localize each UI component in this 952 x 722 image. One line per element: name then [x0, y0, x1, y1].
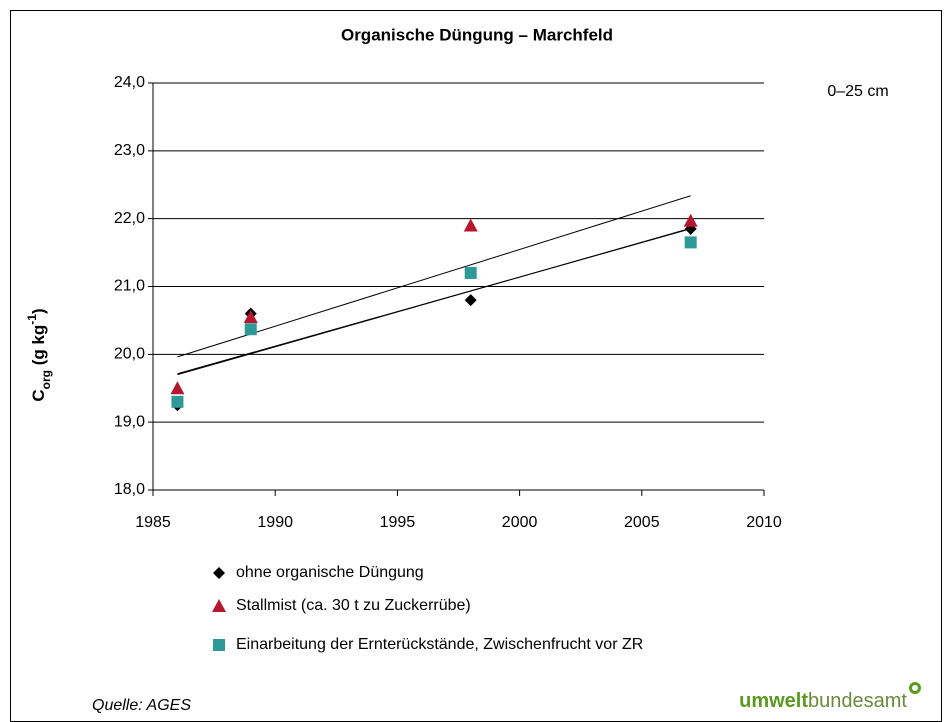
x-tick-label: 1985	[135, 514, 171, 531]
chart-title: Organische Düngung – Marchfeld	[341, 25, 613, 44]
y-label-sub: org	[39, 370, 53, 389]
data-point	[170, 381, 185, 395]
y-tick-label: 18,0	[114, 481, 145, 498]
y-tick-label: 22,0	[114, 210, 145, 227]
y-tick-label: 23,0	[114, 142, 145, 159]
data-point	[463, 218, 478, 232]
logo-bold: umwelt	[739, 690, 808, 712]
y-label-part: C	[29, 389, 48, 401]
logo-icon	[909, 682, 921, 694]
x-tick-label: 1990	[257, 514, 293, 531]
data-point	[684, 236, 697, 249]
data-point	[243, 310, 258, 324]
data-point	[171, 395, 184, 408]
chart-border	[10, 10, 942, 722]
trend-line	[177, 228, 691, 375]
logo-regular: bundesamt	[808, 690, 907, 712]
y-tick-label: 24,0	[114, 74, 145, 91]
x-tick-label: 2010	[746, 514, 782, 531]
data-point	[244, 323, 257, 336]
y-tick-label: 21,0	[114, 278, 145, 295]
trend-line	[177, 195, 691, 358]
annotation: 0–25 cm	[827, 83, 888, 100]
x-tick-label: 2000	[502, 514, 538, 531]
y-label-sup: -1	[25, 314, 39, 325]
legend-marker	[212, 599, 226, 612]
y-tick-label: 20,0	[114, 346, 145, 363]
x-tick-label: 2005	[624, 514, 660, 531]
legend-label: Stallmist (ca. 30 t zu Zuckerrübe)	[236, 597, 471, 614]
y-label-part: )	[29, 308, 48, 314]
source-note: Quelle: AGES	[92, 697, 191, 714]
legend-marker	[213, 639, 225, 651]
y-label-part: (g kg	[29, 325, 48, 370]
logo: umweltbundesamt	[739, 690, 907, 712]
y-tick-label: 19,0	[114, 413, 145, 430]
data-point	[464, 294, 477, 307]
legend-label: Einarbeitung der Ernterückstände, Zwisch…	[236, 636, 643, 653]
data-point	[683, 213, 698, 227]
data-point	[464, 266, 477, 279]
x-tick-label: 1995	[380, 514, 416, 531]
legend-label: ohne organische Düngung	[236, 564, 424, 581]
legend-marker	[213, 567, 225, 579]
y-axis-label: Corg (g kg-1)	[25, 308, 53, 401]
